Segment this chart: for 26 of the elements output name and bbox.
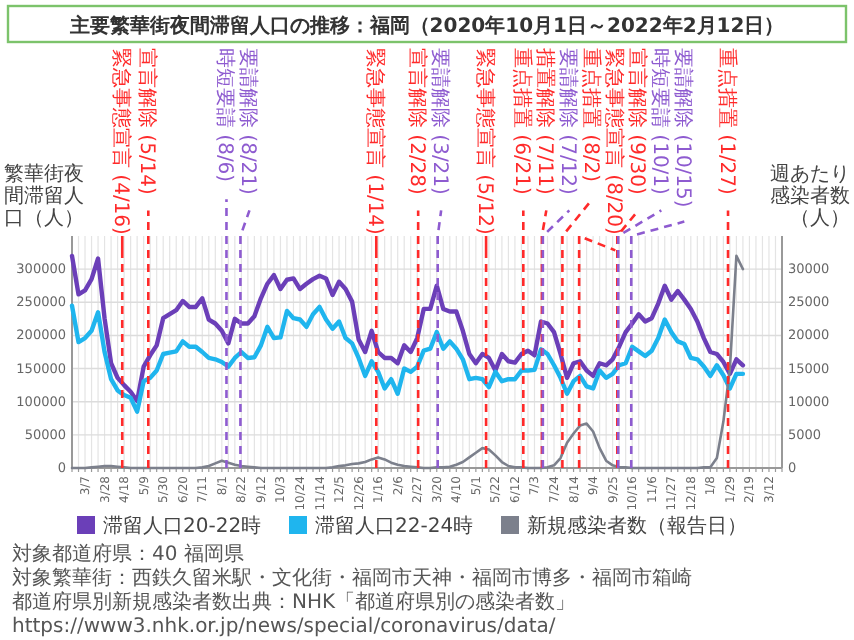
ref-line-label: 緊急事態宣言 (5/12) bbox=[473, 48, 498, 236]
ref-line-label: 要請解除 (7/12) bbox=[556, 48, 581, 196]
ref-line-label: 宣言解除 (2/28) bbox=[405, 48, 430, 196]
ref-line-label: 緊急事態宣言 (4/16) bbox=[109, 48, 134, 236]
text: 対象繁華街：西鉄久留米駅・文化街・福岡市天神・福岡市博多・福岡市箱崎 bbox=[12, 566, 692, 590]
ref-line-label: 要請解除 (3/21) bbox=[428, 48, 453, 196]
ref-line-label: 要請解除 (8/21) bbox=[236, 48, 261, 196]
ref-line-label: 時短要請 (8/6) bbox=[213, 48, 238, 183]
ref-line-label: 重点措置 (1/27) bbox=[715, 48, 740, 196]
ref-line-label: 措置解除 (7/11) bbox=[533, 48, 558, 196]
text: 都道府県別新規感染者数出典：NHK「都道府県別の感染者数」 https://www3.nhk.or.jp/news/special/coronavirus/data/ bbox=[12, 590, 576, 638]
y-axis-title: 繁華街夜間滞留人口（人） bbox=[4, 162, 84, 230]
ref-line-label: 時短要請 (10/1) bbox=[648, 48, 673, 196]
ref-line-label: 宣言解除 (9/30) bbox=[625, 48, 650, 196]
ref-line-label: 緊急事態宣言 (8/20) bbox=[602, 48, 627, 236]
ref-line-label: 緊急事態宣言 (1/14) bbox=[363, 48, 388, 236]
chart-title: 主要繁華街夜間滞留人口の推移：福岡（2020年10月1日～2022年2月12日） bbox=[67, 14, 785, 38]
ref-line-label: 重点措置 (8/2) bbox=[579, 48, 604, 183]
y2-axis-title: 週あたり感染者数（人） bbox=[770, 164, 850, 230]
legend-label: 新規感染者数（報告日） bbox=[527, 514, 747, 538]
ref-line-label: 重点措置 (6/21) bbox=[510, 48, 535, 196]
legend-label: 滞留人口22-24時 bbox=[315, 514, 474, 538]
text: 対象都道府県：40 福岡県 bbox=[12, 542, 244, 566]
ref-line-label: 宣言解除 (5/14) bbox=[135, 48, 160, 196]
ref-line-label: 要請解除 (10/15) bbox=[671, 48, 696, 208]
legend-label: 滞留人口20-22時 bbox=[103, 514, 262, 538]
